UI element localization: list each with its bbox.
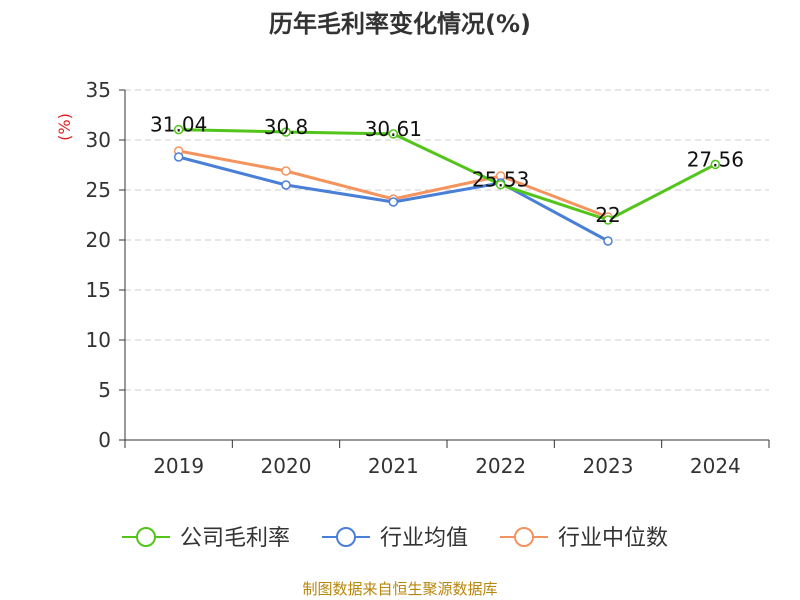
x-tick-label: 2019 (153, 454, 204, 478)
legend-swatch-marker (514, 527, 534, 547)
grid-layer (125, 89, 769, 391)
legend-label: 行业中位数 (558, 526, 668, 551)
data-point (173, 124, 184, 135)
data-point (710, 159, 721, 170)
x-tick-label: 2020 (261, 454, 312, 478)
y-tick-label: 35 (86, 78, 111, 102)
legend-label: 行业均值 (380, 526, 468, 551)
x-tick-label: 2021 (368, 454, 419, 478)
y-axis-label: (%) (55, 113, 74, 141)
x-tick-label: 2023 (583, 454, 634, 478)
y-tick-label: 5 (98, 378, 111, 402)
data-point (603, 236, 613, 246)
data-point (603, 215, 613, 225)
data-point (388, 129, 399, 139)
legend-label: 公司毛利率 (180, 526, 290, 551)
data-label: 31.04 (150, 113, 207, 137)
series-line (178, 128, 717, 222)
data-label: 30.61 (365, 117, 422, 141)
data-label: 25.53 (472, 168, 529, 192)
legend-swatch-marker (136, 527, 156, 547)
data-point (495, 179, 506, 190)
data-point (388, 197, 399, 207)
data-label: 27.56 (687, 147, 744, 171)
legend-item[interactable]: 行业均值 (322, 526, 468, 551)
axis-layer: 0 5 10 15 20 25 30 35 2019 2020 2021 2022 2023 2024 (86, 78, 770, 478)
source-footer: 制图数据来自恒生聚源数据库 (302, 580, 498, 598)
y-tick-label: 25 (86, 178, 111, 202)
legend-item[interactable]: 公司毛利率 (122, 526, 290, 551)
data-point (173, 152, 184, 162)
data-label-layer: 31.04 30.8 30.61 25.53 22 27.56 (150, 113, 744, 227)
legend[interactable]: 公司毛利率 行业均值 行业中位数 (122, 526, 668, 551)
legend-swatch-marker (336, 527, 356, 547)
y-tick-label: 0 (98, 428, 111, 452)
data-label: 30.8 (264, 115, 309, 139)
x-tick-label: 2022 (475, 454, 526, 478)
y-tick-label: 20 (86, 228, 111, 252)
x-tick-label: 2024 (690, 454, 741, 478)
y-tick-label: 15 (86, 278, 111, 302)
data-point (281, 166, 291, 176)
y-tick-label: 30 (86, 128, 111, 152)
data-label: 22 (595, 203, 620, 227)
chart-title: 历年毛利率变化情况(%) (269, 10, 531, 38)
series-layer (173, 124, 721, 246)
y-tick-label: 10 (86, 328, 111, 352)
data-point (281, 127, 291, 137)
data-point (281, 180, 291, 190)
legend-item[interactable]: 行业中位数 (500, 526, 668, 551)
